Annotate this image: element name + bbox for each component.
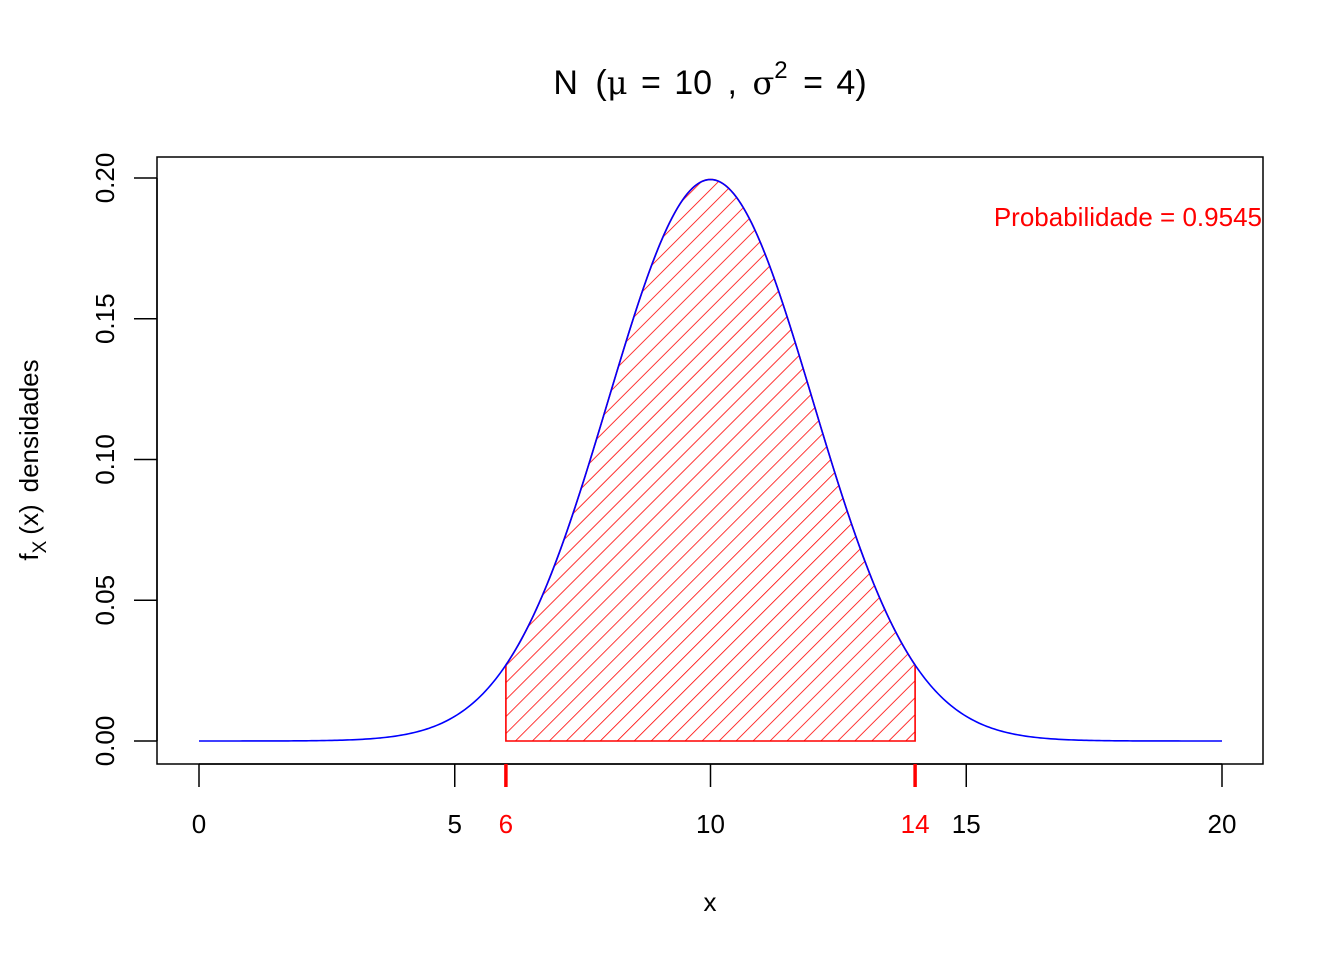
title-prefix: N	[553, 64, 578, 102]
x-tick-label: 15	[952, 809, 981, 839]
shaded-probability-region	[505, 178, 916, 742]
interval-markers: 6 14	[499, 764, 930, 839]
y-axis-label: fX (x) densidades	[14, 359, 51, 560]
title-sigma-exponent: 2	[774, 57, 787, 84]
chart-title: N (μ = 10 , σ2 = 4)	[553, 48, 866, 102]
title-mu-symbol: μ	[607, 64, 628, 102]
title-mu-value: 10	[674, 64, 712, 102]
density-curve	[199, 178, 1222, 742]
x-tick-label: 20	[1208, 809, 1237, 839]
x-axis-label: x	[704, 887, 717, 917]
y-tick-label: 0.00	[90, 716, 120, 767]
interval-start-label: 6	[499, 809, 513, 839]
interval-end-label: 14	[901, 809, 930, 839]
y-label-arg: (x)	[14, 504, 44, 534]
y-tick-label: 0.05	[90, 575, 120, 626]
y-label-f: f	[14, 553, 44, 561]
x-axis: 0 5 10 15 20	[192, 763, 1237, 839]
shaded-area	[505, 178, 916, 742]
y-tick-label: 0.20	[90, 153, 120, 204]
x-tick-label: 10	[696, 809, 725, 839]
y-tick-label: 0.10	[90, 434, 120, 485]
y-label-word: densidades	[14, 359, 44, 492]
y-tick-label: 0.15	[90, 293, 120, 344]
x-tick-label: 0	[192, 809, 206, 839]
x-tick-label: 5	[448, 809, 462, 839]
title-sigma-value: 4	[836, 64, 855, 102]
y-label-subscript: X	[30, 540, 51, 553]
title-sigma-symbol: σ	[752, 64, 774, 102]
y-axis: 0.00 0.05 0.10 0.15 0.20	[90, 153, 158, 767]
probability-annotation: Probabilidade = 0.9545	[994, 202, 1262, 232]
